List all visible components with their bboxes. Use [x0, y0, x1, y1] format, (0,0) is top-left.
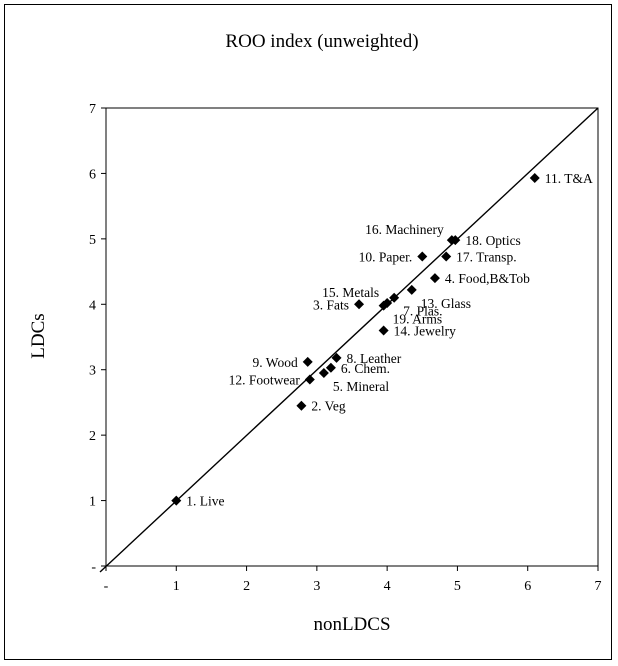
y-tick-label: 2 [89, 429, 96, 444]
data-point-label: 4. Food,B&Tob [445, 271, 530, 286]
x-tick-label: 4 [384, 579, 391, 594]
data-point-label: 13. Glass [421, 296, 471, 311]
data-point-label: 3. Fats [313, 297, 349, 312]
data-point-label: 11. T&A [545, 171, 593, 186]
data-point [171, 495, 182, 506]
data-point-label: 18. Optics [465, 233, 521, 248]
y-tick-label: 7 [89, 102, 96, 117]
data-point-label: 8. Leather [347, 351, 402, 366]
data-point [296, 400, 307, 411]
data-point [441, 251, 452, 262]
x-tick-label: 2 [243, 579, 250, 594]
diagonal-reference-line [99, 107, 599, 573]
data-point [318, 367, 329, 378]
x-tick-label: 3 [313, 579, 320, 594]
data-point [378, 325, 389, 336]
y-tick-label: 4 [89, 298, 96, 313]
data-point-label: 1. Live [186, 494, 224, 509]
plot-area: - 1 2 3 4 5 6 7 - 1 2 3 4 5 6 7 1. Live 2. Veg 3. Fats 4. F… [89, 102, 602, 594]
plot-border [105, 107, 599, 567]
y-tick-label: 1 [89, 495, 96, 510]
data-point [325, 362, 336, 373]
y-axis-label: LDCs [28, 313, 49, 358]
x-tick-label: 7 [595, 579, 602, 594]
data-point [302, 356, 313, 367]
data-point [354, 299, 365, 310]
data-point-label: 9. Wood [253, 355, 298, 370]
chart-frame [4, 4, 612, 660]
data-point [378, 300, 389, 311]
y-tick-label: 6 [89, 167, 96, 182]
data-point [429, 273, 440, 284]
data-point [389, 292, 400, 303]
data-point [417, 251, 428, 262]
data-point [529, 173, 540, 184]
data-point [406, 284, 417, 295]
data-point-label: 7. Plas. [403, 304, 442, 319]
data-point-label: 19. Arms [393, 312, 443, 327]
y-tick-label: 5 [89, 233, 96, 248]
data-point-label: 5. Mineral [333, 379, 389, 394]
data-point-label: 15. Metals [322, 285, 379, 300]
data-point-label: 17. Transp. [456, 250, 516, 265]
x-tick-label: 5 [454, 579, 461, 594]
chart-title: ROO index (unweighted) [225, 31, 418, 52]
data-point-label: 2. Veg [311, 399, 346, 414]
data-point [331, 352, 342, 363]
x-tick-label: - [104, 579, 109, 594]
data-point [450, 235, 461, 246]
x-axis-label: nonLDCS [313, 614, 390, 635]
data-point-label: 10. Paper. [359, 250, 413, 265]
x-tick-label: 1 [173, 579, 180, 594]
x-tick-label: 6 [524, 579, 531, 594]
data-point-label: 16. Machinery [365, 222, 444, 237]
data-point [304, 374, 315, 385]
data-point-label: 14. Jewelry [394, 323, 456, 338]
y-tick-label: 3 [89, 364, 96, 379]
data-point-label: 6. Chem. [341, 361, 390, 376]
y-tick-label: - [91, 560, 96, 575]
data-point-label: 12. Footwear [229, 373, 301, 388]
